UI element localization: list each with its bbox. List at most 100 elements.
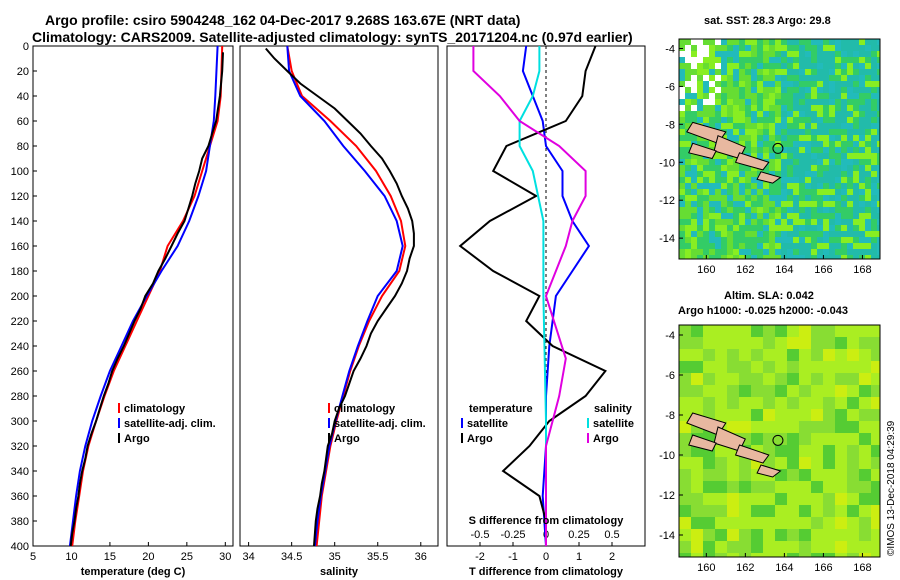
sst-map-cell: [775, 99, 781, 105]
sst-map-cell: [721, 51, 727, 57]
difference-legend-salinity-heading: salinity: [594, 403, 633, 415]
sst-map-cell: [865, 171, 871, 177]
sst-map-cell: [841, 201, 847, 207]
sst-map-cell: [823, 147, 829, 153]
sst-map-cell: [859, 129, 865, 135]
sst-map-cell: [853, 117, 859, 123]
sst-map-cell: [871, 39, 877, 45]
sst-map-cell: [775, 123, 781, 129]
sst-map-cell: [871, 99, 877, 105]
sst-map-cell: [877, 69, 880, 75]
sst-map-cell: [697, 249, 703, 255]
sst-map-cell: [685, 81, 691, 87]
sla-map-cell: [703, 505, 715, 517]
lat-tick-label: -6: [665, 81, 675, 93]
sst-map-cell: [829, 219, 835, 225]
sst-map-cell: [721, 171, 727, 177]
sst-map-cell: [781, 111, 787, 117]
sla-map-cell: [811, 373, 823, 385]
sst-map-cell: [877, 153, 880, 159]
salinity-x-tick-label: 35: [329, 551, 341, 563]
sst-map-cell: [679, 201, 685, 207]
sla-map-cell: [811, 457, 823, 469]
sla-map-cell: [811, 409, 823, 421]
sst-map-cell: [835, 57, 841, 63]
sst-map-cell: [703, 81, 709, 87]
sst-map-cell: [727, 225, 733, 231]
sst-map-cell: [733, 87, 739, 93]
sst-map-cell: [763, 237, 769, 243]
sst-map-cell: [721, 75, 727, 81]
sst-map-cell: [715, 183, 721, 189]
sst-map-cell: [817, 159, 823, 165]
panel-frame-salinity: [239, 45, 439, 547]
sst-map-cell: [763, 207, 769, 213]
sst-map-cell: [679, 141, 685, 147]
sla-map-cell: [799, 361, 811, 373]
sst-map-cell: [685, 57, 691, 63]
sst-map-cell: [823, 129, 829, 135]
sst-map-cell: [703, 213, 709, 219]
sst-map-cell: [823, 93, 829, 99]
sst-map-cell: [871, 45, 877, 51]
lat-tick-label: -14: [659, 233, 675, 245]
sst-map-cell: [859, 51, 865, 57]
sst-map-cell: [763, 129, 769, 135]
sst-map-cell: [781, 249, 787, 255]
sst-map-cell: [835, 51, 841, 57]
sst-map-cell: [877, 195, 880, 201]
sla-map-cell: [799, 445, 811, 457]
sst-map-cell: [847, 81, 853, 87]
sla-map-cell: [751, 349, 763, 361]
sst-map-cell: [679, 123, 685, 129]
sla-map-cell: [751, 541, 763, 553]
sst-map-cell: [733, 123, 739, 129]
salinity-argo-line: [265, 47, 415, 547]
salinity-legend-argo-label: Argo: [334, 433, 360, 445]
depth-tick-label: 120: [11, 191, 29, 203]
sst-map-cell: [823, 201, 829, 207]
sst-map-cell: [739, 81, 745, 87]
sst-map-cell: [781, 63, 787, 69]
sst-map-cell: [751, 171, 757, 177]
sla-map-cell: [847, 553, 859, 557]
sst-map-cell: [841, 51, 847, 57]
sla-map-cell: [739, 541, 751, 553]
sst-map-cell: [853, 39, 859, 45]
sst-map-cell: [679, 219, 685, 225]
sst-map-cell: [757, 249, 763, 255]
sst-map-cell: [679, 87, 685, 93]
sla-map-cell: [787, 373, 799, 385]
figure-title-line-2: Climatology: CARS2009. Satellite-adjuste…: [32, 29, 633, 45]
sst-map-cell: [751, 117, 757, 123]
sst-map-cell: [835, 117, 841, 123]
sst-map-cell: [691, 117, 697, 123]
sla-map-cell: [763, 529, 775, 541]
sst-map-cell: [847, 171, 853, 177]
depth-tick-label: 180: [11, 266, 29, 278]
sst-map-cell: [811, 243, 817, 249]
sla-map-cell: [799, 553, 811, 557]
sst-map-cell: [823, 141, 829, 147]
sst-map-cell: [847, 129, 853, 135]
sst-map-cell: [721, 93, 727, 99]
sst-map-cell: [859, 99, 865, 105]
sst-map-cell: [877, 249, 880, 255]
sla-map-cell: [799, 517, 811, 529]
sst-map-cell: [865, 249, 871, 255]
sst-map-cell: [733, 81, 739, 87]
sst-map-cell: [793, 69, 799, 75]
sst-map-cell: [697, 93, 703, 99]
sla-map-cell: [871, 529, 880, 541]
sst-map-cell: [733, 165, 739, 171]
sst-map-cell: [865, 75, 871, 81]
salinity-x-tick-label: 35.5: [367, 551, 388, 563]
sst-map-cell: [865, 255, 871, 259]
sst-map-cell: [799, 225, 805, 231]
sst-map-cell: [721, 81, 727, 87]
sla-map-cell: [835, 361, 847, 373]
sst-map-cell: [745, 147, 751, 153]
sst-map-cell: [685, 231, 691, 237]
sst-map-cell: [709, 219, 715, 225]
sst-map-cell: [829, 153, 835, 159]
